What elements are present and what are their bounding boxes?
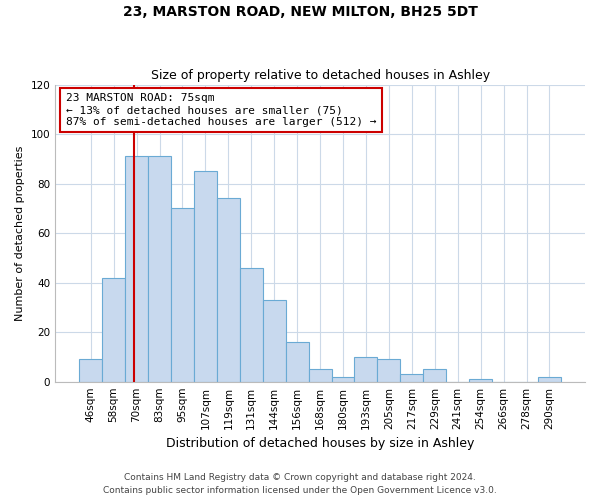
Bar [400,374,423,382]
Bar [79,360,102,382]
Bar [332,376,355,382]
X-axis label: Distribution of detached houses by size in Ashley: Distribution of detached houses by size … [166,437,474,450]
Bar [377,360,400,382]
Bar [125,156,148,382]
Bar [286,342,308,382]
Text: Contains HM Land Registry data © Crown copyright and database right 2024.
Contai: Contains HM Land Registry data © Crown c… [103,474,497,495]
Bar [194,171,217,382]
Bar [263,300,286,382]
Y-axis label: Number of detached properties: Number of detached properties [15,146,25,321]
Title: Size of property relative to detached houses in Ashley: Size of property relative to detached ho… [151,69,490,82]
Bar [308,370,332,382]
Text: 23, MARSTON ROAD, NEW MILTON, BH25 5DT: 23, MARSTON ROAD, NEW MILTON, BH25 5DT [122,5,478,19]
Bar [102,278,125,382]
Bar [217,198,240,382]
Text: 23 MARSTON ROAD: 75sqm
← 13% of detached houses are smaller (75)
87% of semi-det: 23 MARSTON ROAD: 75sqm ← 13% of detached… [66,94,376,126]
Bar [171,208,194,382]
Bar [469,379,492,382]
Bar [240,268,263,382]
Bar [148,156,171,382]
Bar [355,357,377,382]
Bar [538,376,561,382]
Bar [423,370,446,382]
